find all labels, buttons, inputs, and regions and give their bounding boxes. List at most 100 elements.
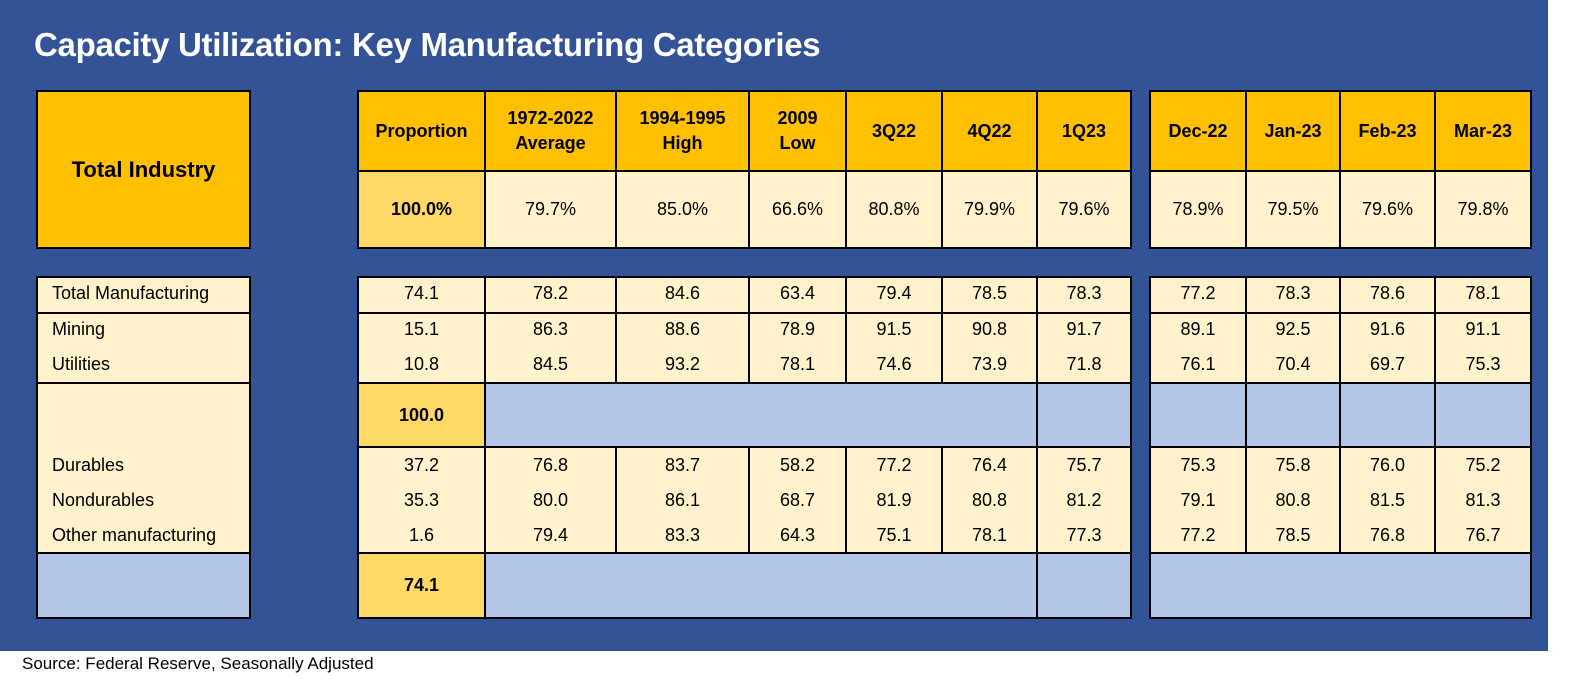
row-value: 83.7	[664, 455, 701, 475]
row-value: 90.8	[971, 319, 1008, 339]
column-header-line: Proportion	[375, 120, 468, 141]
column-header: 1972-2022 Average	[484, 90, 617, 172]
value-cell	[484, 312, 617, 384]
total-industry-value: 100.0%	[357, 170, 486, 249]
row-value: 78.2	[532, 283, 569, 303]
row-value: 78.9	[779, 319, 816, 339]
row-value: 76.8	[1369, 525, 1406, 545]
label-cell	[36, 276, 251, 314]
row-value: 77.2	[1180, 283, 1216, 303]
column-header-line: Dec-22	[1168, 120, 1228, 141]
row-value: 84.6	[664, 283, 701, 303]
row-value: 81.9	[876, 490, 912, 510]
proportion-subtotal: 74.1	[357, 552, 486, 619]
row-value: 78.3	[1066, 283, 1102, 303]
total-industry-value: 79.7%	[484, 170, 617, 249]
row-value: 86.1	[664, 490, 701, 510]
column-header: 3Q22	[845, 90, 943, 172]
column-header-line: High	[662, 133, 703, 153]
column-header-line: Mar-23	[1453, 120, 1513, 141]
total-industry-value: 85.0%	[615, 170, 750, 249]
row-value: 79.4	[876, 283, 912, 303]
row-value: 77.3	[1066, 525, 1102, 545]
row-value: 92.5	[1275, 319, 1311, 339]
row-value: 78.3	[1275, 283, 1311, 303]
row-value: 35.3	[403, 490, 440, 510]
row-value: 76.0	[1369, 455, 1406, 475]
total-industry-value: 79.5%	[1245, 170, 1341, 249]
column-header: Jan-23	[1245, 90, 1341, 172]
page-title: Capacity Utilization: Key Manufacturing …	[34, 26, 821, 63]
row-value: 93.2	[664, 354, 701, 374]
column-header: Dec-22	[1149, 90, 1247, 172]
row-value: 83.3	[664, 525, 701, 545]
row-value: 84.5	[532, 354, 569, 374]
total-industry-value: 80.8%	[845, 170, 943, 249]
row-value: 89.1	[1180, 319, 1216, 339]
row-value: 71.8	[1066, 354, 1102, 374]
row-value: 81.3	[1465, 490, 1501, 510]
row-value: 75.2	[1465, 455, 1501, 475]
row-value: 75.3	[1180, 455, 1216, 475]
row-value: 77.2	[876, 455, 912, 475]
row-value: 81.5	[1369, 490, 1406, 510]
row-value: 76.8	[532, 455, 569, 475]
row-value: 74.6	[876, 354, 912, 374]
row-value: 76.4	[971, 455, 1008, 475]
column-header-line: Low	[779, 133, 816, 153]
row-value: 15.1	[403, 319, 440, 339]
row-label: Nondurables	[52, 490, 155, 510]
row-value: 78.6	[1369, 283, 1406, 303]
row-label: Utilities	[52, 354, 111, 374]
row-value: 91.5	[876, 319, 912, 339]
row-value: 76.1	[1180, 354, 1216, 374]
value-cell	[941, 312, 1038, 384]
row-value: 75.7	[1066, 455, 1102, 475]
row-value: 91.7	[1066, 319, 1102, 339]
row-value: 10.8	[403, 354, 440, 374]
column-header: Proportion	[357, 90, 486, 172]
row-value: 80.8	[1275, 490, 1311, 510]
blank-cell	[36, 552, 251, 619]
column-header: Feb-23	[1339, 90, 1436, 172]
row-value: 80.0	[532, 490, 569, 510]
value-cell	[845, 446, 943, 554]
column-header-line: 1994-1995	[639, 108, 726, 128]
row-value: 37.2	[403, 455, 440, 475]
column-header: 2009 Low	[748, 90, 847, 172]
column-header-line: Feb-23	[1358, 120, 1417, 141]
value-cell	[748, 446, 847, 554]
row-value: 78.5	[1275, 525, 1311, 545]
row-value: 80.8	[971, 490, 1008, 510]
column-header-line: 4Q22	[967, 120, 1012, 141]
row-label: Mining	[52, 319, 106, 339]
row-value: 63.4	[779, 283, 816, 303]
total-industry-value: 79.6%	[1339, 170, 1436, 249]
value-cell	[845, 312, 943, 384]
row-value: 68.7	[779, 490, 816, 510]
row-value: 79.4	[532, 525, 569, 545]
row-value: 75.8	[1275, 455, 1311, 475]
row-value: 78.1	[1465, 283, 1501, 303]
value-cell	[1434, 446, 1532, 554]
blank-cell	[484, 552, 1038, 619]
blank-cell	[1245, 382, 1341, 448]
column-header: 1994-1995 High	[615, 90, 750, 172]
total-industry-value: 66.6%	[748, 170, 847, 249]
row-value: 78.1	[971, 525, 1008, 545]
source-note: Source: Federal Reserve, Seasonally Adju…	[22, 654, 374, 673]
row-label: Durables	[52, 455, 125, 475]
row-value: 91.6	[1369, 319, 1406, 339]
value-cell	[748, 276, 847, 314]
column-header-line: 2009	[777, 108, 818, 128]
row-value: 76.7	[1465, 525, 1501, 545]
total-industry-value: 79.6%	[1036, 170, 1132, 249]
row-value: 73.9	[971, 354, 1008, 374]
row-value: 78.1	[779, 354, 816, 374]
value-cell	[615, 276, 750, 314]
total-industry-value: 79.8%	[1434, 170, 1532, 249]
column-header: 1Q23	[1036, 90, 1132, 172]
total-industry-value: 78.9%	[1149, 170, 1247, 249]
blank-cell	[1036, 382, 1132, 448]
column-header: Mar-23	[1434, 90, 1532, 172]
